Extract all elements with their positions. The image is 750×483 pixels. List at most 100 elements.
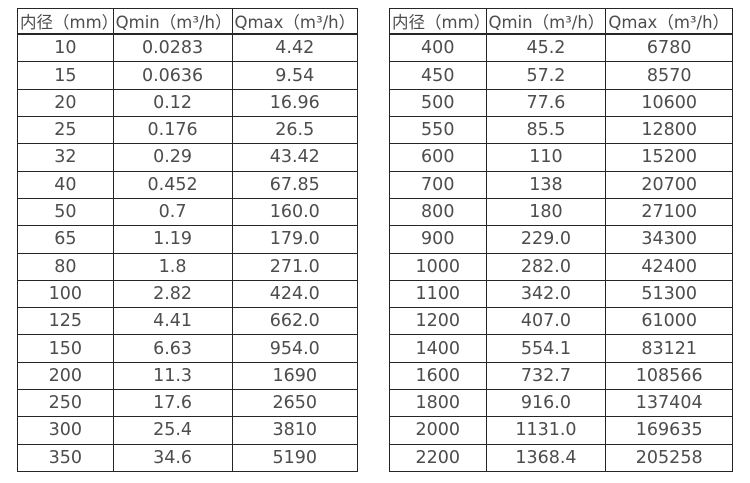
qmin-cell: 0.176	[112, 116, 233, 145]
column-header-diameter: 内径（mm）	[17, 8, 114, 35]
diameter-cell: 1000	[389, 252, 487, 281]
qmax-cell: 51300	[605, 279, 733, 309]
qmax-cell: 271.0	[231, 252, 358, 281]
diameter-cell: 25	[17, 116, 114, 145]
qmax-cell: 954.0	[231, 334, 358, 363]
qmax-cell: 179.0	[231, 225, 358, 254]
qmin-cell: 85.5	[485, 116, 607, 145]
qmin-cell: 1.19	[112, 225, 233, 254]
qmax-cell: 3810	[231, 416, 358, 445]
table-row: 250 17.6 2650	[17, 389, 358, 418]
table-row: 1000 282.0 42400	[389, 252, 733, 281]
qmax-cell: 137404	[605, 389, 733, 418]
column-header-qmax: Qmax（m³/h）	[231, 8, 358, 35]
table-row: 15 0.0636 9.54	[17, 61, 358, 90]
table-row: 80 1.8 271.0	[17, 252, 358, 281]
flow-table-small-diameters: 内径（mm） Qmin（m³/h） Qmax（m³/h） 10 0.0283 4.42 15…	[17, 8, 358, 473]
qmin-cell: 77.6	[485, 88, 607, 118]
qmin-cell: 34.6	[112, 443, 233, 473]
qmin-cell: 45.2	[485, 33, 607, 63]
qmin-cell: 11.3	[112, 361, 233, 391]
qmax-cell: 12800	[605, 116, 733, 145]
table-row: 350 34.6 5190	[17, 443, 358, 473]
qmax-cell: 26.5	[231, 116, 358, 145]
diameter-cell: 65	[17, 225, 114, 254]
qmin-cell: 6.63	[112, 334, 233, 363]
qmax-cell: 27100	[605, 197, 733, 227]
qmin-cell: 110	[485, 143, 607, 172]
qmax-cell: 16.96	[231, 88, 358, 118]
diameter-cell: 10	[17, 33, 114, 63]
diameter-cell: 1100	[389, 279, 487, 309]
flow-table-large-diameters: 内径（mm） Qmin（m³/h） Qmax（m³/h） 400 45.2 6780 450…	[389, 8, 733, 473]
diameter-cell: 350	[17, 443, 114, 473]
diameter-cell: 80	[17, 252, 114, 281]
diameter-cell: 400	[389, 33, 487, 63]
table-row: 25 0.176 26.5	[17, 116, 358, 145]
table-row: 32 0.29 43.42	[17, 143, 358, 172]
diameter-cell: 500	[389, 88, 487, 118]
qmin-cell: 57.2	[485, 61, 607, 90]
header-row: 内径（mm） Qmin（m³/h） Qmax（m³/h）	[17, 8, 358, 35]
qmin-cell: 0.7	[112, 197, 233, 227]
qmax-cell: 9.54	[231, 61, 358, 90]
qmin-cell: 4.41	[112, 307, 233, 336]
column-header-diameter: 内径（mm）	[389, 8, 487, 35]
column-header-qmax: Qmax（m³/h）	[605, 8, 733, 35]
diameter-cell: 800	[389, 197, 487, 227]
qmax-cell: 10600	[605, 88, 733, 118]
diameter-cell: 1600	[389, 361, 487, 391]
diameter-cell: 700	[389, 170, 487, 199]
qmax-cell: 1690	[231, 361, 358, 391]
table-row: 150 6.63 954.0	[17, 334, 358, 363]
qmin-cell: 17.6	[112, 389, 233, 418]
qmax-cell: 4.42	[231, 33, 358, 63]
qmin-cell: 0.12	[112, 88, 233, 118]
diameter-cell: 600	[389, 143, 487, 172]
qmax-cell: 20700	[605, 170, 733, 199]
table-row: 1100 342.0 51300	[389, 279, 733, 309]
qmin-cell: 342.0	[485, 279, 607, 309]
qmin-cell: 2.82	[112, 279, 233, 309]
qmin-cell: 407.0	[485, 307, 607, 336]
qmin-cell: 0.0283	[112, 33, 233, 63]
qmax-cell: 2650	[231, 389, 358, 418]
diameter-cell: 32	[17, 143, 114, 172]
qmin-cell: 0.452	[112, 170, 233, 199]
header-row: 内径（mm） Qmin（m³/h） Qmax（m³/h）	[389, 8, 733, 35]
qmin-cell: 554.1	[485, 334, 607, 363]
qmax-cell: 6780	[605, 33, 733, 63]
diameter-cell: 2200	[389, 443, 487, 473]
diameter-cell: 900	[389, 225, 487, 254]
table-row: 2000 1131.0 169635	[389, 416, 733, 445]
qmax-cell: 8570	[605, 61, 733, 90]
qmax-cell: 5190	[231, 443, 358, 473]
qmin-cell: 229.0	[485, 225, 607, 254]
diameter-cell: 40	[17, 170, 114, 199]
qmax-cell: 160.0	[231, 197, 358, 227]
qmin-cell: 25.4	[112, 416, 233, 445]
qmax-cell: 42400	[605, 252, 733, 281]
table-row: 1200 407.0 61000	[389, 307, 733, 336]
qmax-cell: 83121	[605, 334, 733, 363]
qmin-cell: 0.0636	[112, 61, 233, 90]
diameter-cell: 100	[17, 279, 114, 309]
diameter-cell: 1800	[389, 389, 487, 418]
qmin-cell: 282.0	[485, 252, 607, 281]
table-row: 40 0.452 67.85	[17, 170, 358, 199]
diameter-cell: 1400	[389, 334, 487, 363]
table-row: 700 138 20700	[389, 170, 733, 199]
diameter-cell: 300	[17, 416, 114, 445]
table-row: 200 11.3 1690	[17, 361, 358, 391]
diameter-cell: 125	[17, 307, 114, 336]
table-row: 900 229.0 34300	[389, 225, 733, 254]
qmin-cell: 0.29	[112, 143, 233, 172]
table-row: 800 180 27100	[389, 197, 733, 227]
diameter-cell: 150	[17, 334, 114, 363]
qmax-cell: 662.0	[231, 307, 358, 336]
diameter-cell: 450	[389, 61, 487, 90]
qmin-cell: 1131.0	[485, 416, 607, 445]
qmin-cell: 138	[485, 170, 607, 199]
table-row: 1400 554.1 83121	[389, 334, 733, 363]
